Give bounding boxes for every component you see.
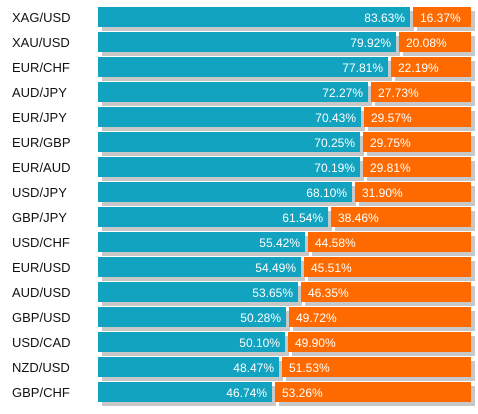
bar-long-gbp-chf — [98, 382, 272, 402]
bar-short-usd-jpy — [355, 182, 471, 202]
category-label: USD/CHF — [12, 235, 70, 250]
bar-short-eur-usd — [304, 257, 471, 277]
value-label-short: 49.72% — [296, 311, 337, 325]
bar-short-xau-usd — [399, 32, 471, 52]
bar-long-usd-jpy — [98, 182, 352, 202]
value-label-short: 29.81% — [370, 161, 411, 175]
value-label-long: 50.28% — [240, 311, 281, 325]
value-label-short: 45.51% — [311, 261, 352, 275]
bar-short-gbp-jpy — [331, 207, 471, 227]
bar-short-eur-aud — [363, 157, 471, 177]
value-label-long: 50.10% — [239, 336, 280, 350]
value-label-long: 68.10% — [306, 186, 347, 200]
value-label-short: 22.19% — [398, 61, 439, 75]
bar-long-eur-jpy — [98, 107, 361, 127]
value-label-short: 44.58% — [315, 236, 356, 250]
bar-short-eur-gbp — [363, 132, 471, 152]
value-label-long: 55.42% — [259, 236, 300, 250]
value-label-short: 31.90% — [362, 186, 403, 200]
value-label-short: 29.75% — [370, 136, 411, 150]
value-label-long: 77.81% — [342, 61, 383, 75]
category-label: GBP/JPY — [12, 210, 67, 225]
value-label-long: 48.47% — [233, 361, 274, 375]
value-label-long: 61.54% — [282, 211, 323, 225]
bar-short-usd-cad — [288, 332, 471, 352]
bar-short-usd-chf — [308, 232, 471, 252]
value-label-long: 70.43% — [315, 111, 356, 125]
bar-short-eur-jpy — [364, 107, 471, 127]
bar-long-eur-chf — [98, 57, 388, 77]
bar-long-xau-usd — [98, 32, 396, 52]
bar-long-aud-usd — [98, 282, 298, 302]
category-label: EUR/JPY — [12, 110, 67, 125]
bar-long-nzd-usd — [98, 357, 279, 377]
category-label: EUR/GBP — [12, 135, 71, 150]
value-label-long: 54.49% — [255, 261, 296, 275]
value-label-short: 49.90% — [295, 336, 336, 350]
category-label: USD/CAD — [12, 335, 71, 350]
category-label: EUR/USD — [12, 260, 71, 275]
category-label: EUR/CHF — [12, 60, 70, 75]
category-label: EUR/AUD — [12, 160, 71, 175]
category-label: AUD/USD — [12, 285, 71, 300]
value-label-short: 16.37% — [420, 11, 461, 25]
value-label-long: 79.92% — [350, 36, 391, 50]
category-label: USD/JPY — [12, 185, 67, 200]
value-label-long: 46.74% — [226, 386, 267, 400]
value-label-long: 53.65% — [252, 286, 293, 300]
bar-short-nzd-usd — [282, 357, 471, 377]
value-label-long: 72.27% — [322, 86, 363, 100]
bar-short-xag-usd — [413, 7, 471, 27]
bar-long-gbp-jpy — [98, 207, 328, 227]
value-label-long: 70.19% — [314, 161, 355, 175]
category-label: NZD/USD — [12, 360, 70, 375]
bar-long-usd-chf — [98, 232, 305, 252]
value-label-short: 51.53% — [289, 361, 330, 375]
value-label-short: 29.57% — [371, 111, 412, 125]
value-label-short: 27.73% — [378, 86, 419, 100]
bar-short-gbp-usd — [289, 307, 471, 327]
value-label-long: 83.63% — [364, 11, 405, 25]
value-label-short: 53.26% — [282, 386, 323, 400]
category-label: GBP/USD — [12, 310, 71, 325]
bar-long-aud-jpy — [98, 82, 368, 102]
bar-short-eur-chf — [391, 57, 471, 77]
value-label-short: 46.35% — [308, 286, 349, 300]
bar-short-aud-usd — [301, 282, 471, 302]
bar-long-xag-usd — [98, 7, 410, 27]
value-label-short: 20.08% — [406, 36, 447, 50]
bar-long-eur-aud — [98, 157, 360, 177]
value-label-short: 38.46% — [338, 211, 379, 225]
category-label: AUD/JPY — [12, 85, 67, 100]
bar-short-aud-jpy — [371, 82, 471, 102]
category-label: XAU/USD — [12, 35, 70, 50]
bar-long-usd-cad — [98, 332, 285, 352]
category-label: XAG/USD — [12, 10, 71, 25]
category-label: GBP/CHF — [12, 385, 70, 400]
bar-short-gbp-chf — [275, 382, 471, 402]
bar-long-eur-gbp — [98, 132, 360, 152]
bar-long-eur-usd — [98, 257, 301, 277]
bar-long-gbp-usd — [98, 307, 286, 327]
value-label-long: 70.25% — [314, 136, 355, 150]
